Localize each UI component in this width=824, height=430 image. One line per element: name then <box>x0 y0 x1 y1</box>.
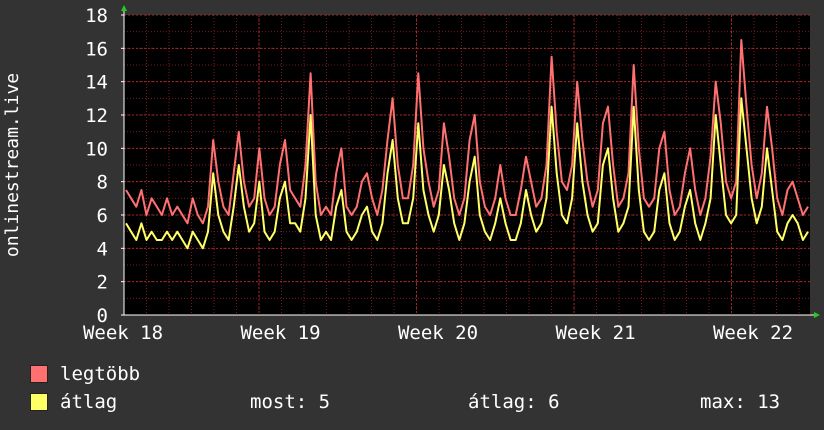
line-chart: 0 2 4 6 8 10 12 14 16 18 Week 18 Week 19 Week 20 Wee… <box>83 5 820 344</box>
y-tick-label: 2 <box>97 272 108 294</box>
legend-swatch-max <box>30 365 48 383</box>
series-line-avg <box>125 97 809 250</box>
y-tick-label: 4 <box>97 238 108 260</box>
y-tick-label: 8 <box>97 172 108 194</box>
legend-swatch-avg <box>30 393 48 411</box>
y-tick-label: 12 <box>85 105 108 127</box>
stat-max: max: 13 <box>700 391 781 413</box>
y-tick-label: 14 <box>85 72 108 94</box>
y-axis-arrow <box>121 5 127 11</box>
y-tick-label: 16 <box>85 38 108 60</box>
x-tick-label: Week 18 <box>83 322 163 344</box>
x-axis-arrow <box>814 312 820 318</box>
y-tick-label: 10 <box>85 138 108 160</box>
y-tick-label: 18 <box>85 5 108 27</box>
legend-label-avg: átlag <box>60 391 118 413</box>
legend-item-avg: átlag <box>30 390 117 414</box>
x-tick-label: Week 19 <box>240 322 320 344</box>
y-tick-label: 6 <box>97 205 108 227</box>
series-line-max <box>125 39 809 225</box>
legend-label-max: legtöbb <box>60 363 141 385</box>
stat-now: most: 5 <box>250 391 331 413</box>
y-axis-title-text: onlinestream.live <box>2 73 23 257</box>
legend-item-max: legtöbb <box>30 362 140 386</box>
x-tick-label: Week 21 <box>555 322 635 344</box>
stat-average: átlag: 6 <box>468 391 560 413</box>
y-axis-title: onlinestream.live <box>2 73 23 257</box>
x-tick-label: Week 22 <box>713 322 793 344</box>
y-tick-label: 0 <box>97 305 108 327</box>
x-tick-label: Week 20 <box>398 322 478 344</box>
